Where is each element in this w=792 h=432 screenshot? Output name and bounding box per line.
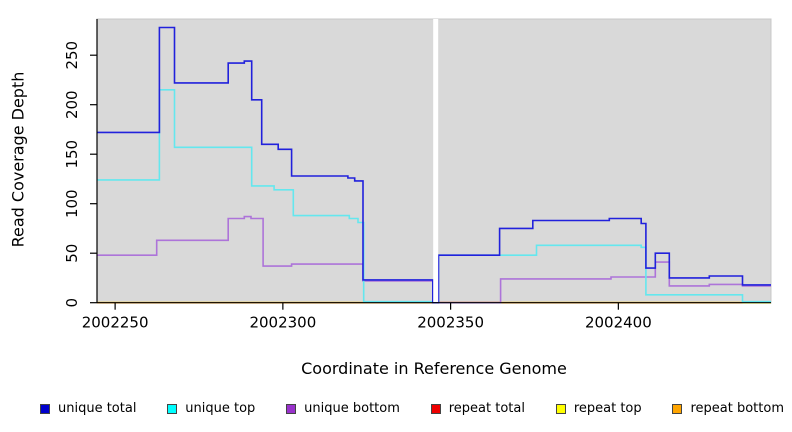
- legend-swatch-repeat-bottom: [672, 403, 683, 414]
- tick-label: 100: [63, 189, 81, 218]
- tick-label: 150: [63, 140, 81, 169]
- legend-swatch-unique-total: [40, 403, 50, 414]
- x-axis-ticks: 2002250 2002300 2002350 2002400: [82, 302, 652, 332]
- tick-label: 200: [63, 90, 81, 119]
- legend-swatch-repeat-total: [430, 403, 441, 414]
- legend-item-unique-bottom: unique bottom: [286, 401, 400, 416]
- legend-item-unique-top: unique top: [167, 401, 255, 416]
- legend-item-repeat-top: repeat top: [555, 401, 642, 416]
- legend-label: unique top: [185, 401, 256, 416]
- tick-label: 2002350: [417, 314, 484, 332]
- legend-swatch-repeat-top: [555, 403, 566, 414]
- coverage-gap-band: [433, 19, 439, 302]
- legend-item-unique-total: unique total: [40, 401, 136, 416]
- axes: [96, 19, 771, 304]
- legend-label: repeat top: [573, 401, 642, 416]
- legend-item-repeat-bottom: repeat bottom: [672, 401, 784, 416]
- legend-swatch-unique-bottom: [286, 403, 297, 414]
- legend: unique total unique top unique bottom re…: [40, 401, 784, 416]
- series-line-unique-total: [97, 26, 771, 304]
- tick-label: 50: [63, 244, 81, 263]
- legend-swatch-unique-top: [167, 403, 178, 414]
- tick-label: 0: [63, 298, 81, 308]
- tick-label: 2002300: [249, 314, 316, 332]
- legend-label: repeat total: [448, 401, 525, 416]
- tick-label: 2002250: [82, 314, 149, 332]
- legend-item-repeat-total: repeat total: [430, 401, 525, 416]
- y-axis-ticks: 0 50 100 150 200 250: [63, 41, 97, 308]
- series-line-unique-top: [97, 89, 771, 304]
- legend-label: unique total: [58, 401, 137, 416]
- legend-label: repeat bottom: [690, 401, 784, 416]
- tick-label: 250: [63, 41, 81, 70]
- y-axis-title: Read Coverage Depth: [8, 71, 28, 248]
- tick-label: 2002400: [585, 314, 652, 332]
- x-axis-title: Coordinate in Reference Genome: [301, 359, 567, 378]
- series-line-unique-bottom: [97, 215, 771, 304]
- legend-label: unique bottom: [304, 401, 400, 416]
